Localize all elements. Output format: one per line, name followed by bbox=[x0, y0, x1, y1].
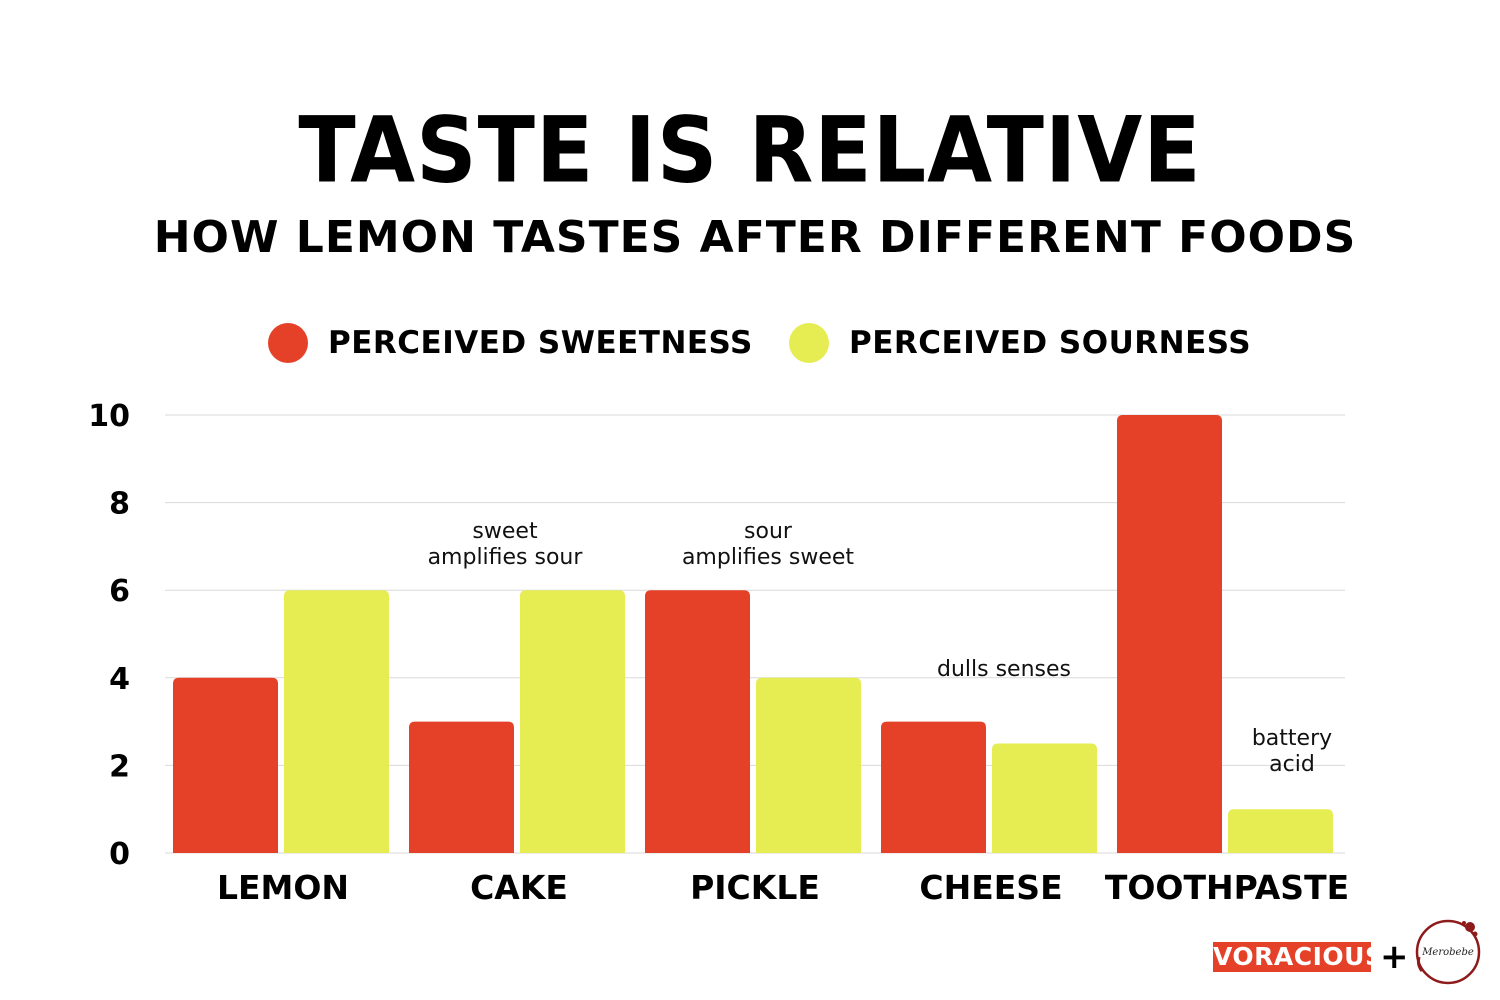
legend-label-sweetness: PERCEIVED SWEETNESS bbox=[328, 325, 753, 361]
y-tick-label: 4 bbox=[109, 662, 130, 697]
x-tick-label: LEMON bbox=[217, 868, 349, 907]
brand-logo-text: VORACIOUS bbox=[1213, 942, 1384, 971]
y-tick-label: 10 bbox=[88, 399, 130, 434]
bar-sweetness-cheese bbox=[881, 721, 986, 853]
annotation-label: sweet bbox=[472, 519, 538, 544]
chart-title: TASTE IS RELATIVE bbox=[298, 97, 1202, 203]
bar-sourness-toothpaste bbox=[1228, 809, 1333, 853]
legend: PERCEIVED SWEETNESS PERCEIVED SOURNESS bbox=[0, 318, 1500, 368]
bar-sourness-cake bbox=[520, 590, 625, 853]
brand-logo bbox=[1213, 942, 1371, 972]
bar-sweetness-pickle bbox=[645, 590, 750, 853]
legend-swatch-sweetness bbox=[268, 323, 308, 363]
seal-logo-text: Merobebe bbox=[1421, 947, 1474, 958]
annotation-label: dulls senses bbox=[937, 657, 1071, 682]
y-tick-label: 6 bbox=[109, 574, 130, 609]
legend-item-sweetness: PERCEIVED SWEETNESS bbox=[268, 318, 753, 368]
seal-logo: Merobebe bbox=[1415, 919, 1481, 985]
annotation-label: amplifies sour bbox=[428, 545, 584, 570]
x-tick-label: TOOTHPASTE bbox=[1105, 868, 1349, 907]
legend-swatch-sourness bbox=[789, 323, 829, 363]
bar-sourness-pickle bbox=[756, 677, 861, 853]
bar-sourness-cheese bbox=[992, 743, 1097, 853]
annotation-label: battery bbox=[1252, 726, 1332, 751]
x-tick-label: CAKE bbox=[470, 868, 568, 907]
bar-sweetness-lemon bbox=[173, 677, 278, 853]
legend-label-sourness: PERCEIVED SOURNESS bbox=[849, 325, 1252, 361]
plus-sign: + bbox=[1380, 937, 1409, 977]
y-tick-label: 2 bbox=[109, 749, 130, 784]
bar-sweetness-cake bbox=[409, 721, 514, 853]
bar-sourness-lemon bbox=[284, 590, 389, 853]
y-tick-label: 8 bbox=[109, 487, 130, 522]
bar-sweetness-toothpaste bbox=[1117, 415, 1222, 853]
x-tick-label: CHEESE bbox=[919, 868, 1062, 907]
y-tick-label: 0 bbox=[109, 837, 130, 872]
annotation-label: amplifies sweet bbox=[682, 545, 854, 570]
legend-item-sourness: PERCEIVED SOURNESS bbox=[789, 318, 1251, 368]
annotation-label: acid bbox=[1269, 752, 1315, 777]
x-tick-label: PICKLE bbox=[690, 868, 820, 907]
annotation-label: sour bbox=[744, 519, 793, 544]
chart-subtitle: HOW LEMON TASTES AFTER DIFFERENT FOODS bbox=[153, 212, 1357, 263]
